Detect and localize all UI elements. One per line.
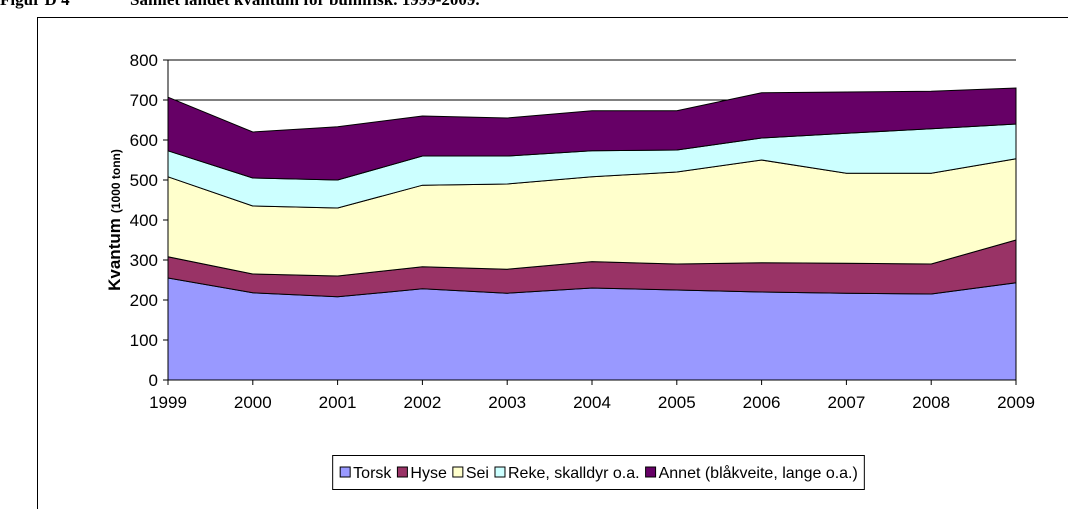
x-tick-label: 2001: [319, 393, 357, 412]
y-tick-label: 200: [130, 291, 158, 310]
legend-swatch: [645, 466, 657, 478]
legend-label: Reke, skalldyr o.a.: [508, 465, 640, 482]
x-tick-label: 2004: [573, 393, 611, 412]
legend-label: Sei: [466, 465, 489, 482]
legend-swatch: [494, 466, 506, 478]
chart-title: Samlet landet kvantum for bunnfisk. 1999…: [130, 0, 480, 9]
x-tick-label: 2006: [743, 393, 781, 412]
y-tick-label: 700: [130, 91, 158, 110]
x-tick-label: 2009: [997, 393, 1035, 412]
legend-label: Hyse: [410, 465, 447, 482]
y-tick-label: 100: [130, 331, 158, 350]
y-tick-label: 800: [130, 51, 158, 70]
y-tick-label: 500: [130, 171, 158, 190]
legend-swatch: [452, 466, 464, 478]
x-tick-label: 2002: [403, 393, 441, 412]
y-tick-label: 600: [130, 131, 158, 150]
legend-label: Annet (blåkveite, lange o.a.): [659, 464, 858, 482]
legend-swatch: [339, 466, 351, 478]
y-tick-label: 300: [130, 251, 158, 270]
x-tick-label: 2003: [488, 393, 526, 412]
x-tick-label: 2007: [827, 393, 865, 412]
figure-label: Figur D 4: [0, 0, 70, 9]
y-tick-label: 0: [149, 371, 158, 390]
y-axis-title: Kvantum (1000 tonn): [105, 149, 124, 291]
x-tick-label: 2005: [658, 393, 696, 412]
legend-swatch: [396, 466, 408, 478]
x-tick-label: 1999: [149, 393, 187, 412]
legend-box: [332, 455, 865, 490]
y-axis-label: Kvantum: [105, 218, 124, 291]
x-tick-label: 2008: [912, 393, 950, 412]
x-tick-label: 2000: [234, 393, 272, 412]
chart-frame: [37, 17, 1068, 509]
y-axis-unit: (1000 tonn): [109, 149, 123, 213]
y-tick-label: 400: [130, 211, 158, 230]
legend: Torsk Hyse Sei Reke, skalldyr o.a. Annet (bl…: [332, 455, 865, 490]
area: [167, 87, 1017, 181]
legend-label: Torsk: [353, 465, 392, 482]
